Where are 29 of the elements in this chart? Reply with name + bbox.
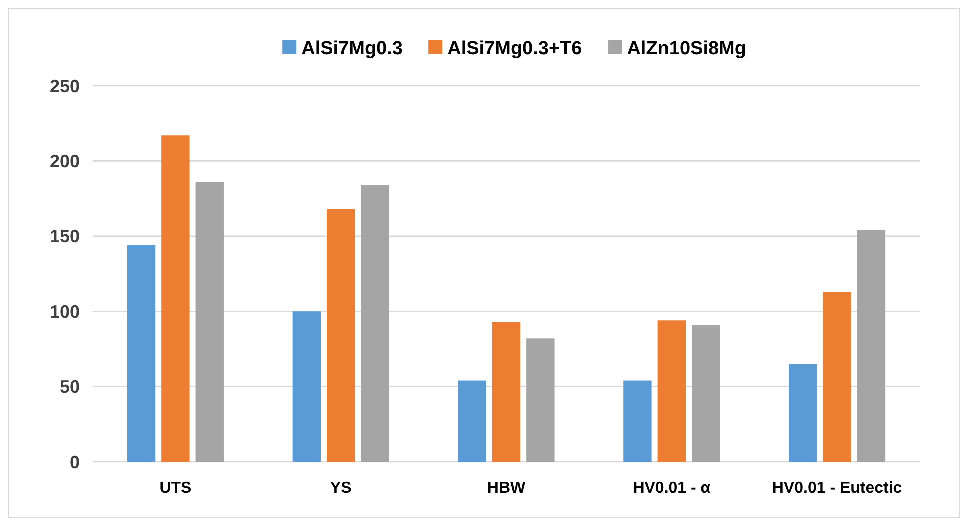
x-tick-label: UTS: [160, 480, 192, 497]
x-tick-label: HV0.01 - Eutectic: [772, 480, 902, 497]
legend-label: AlSi7Mg0.3: [302, 38, 403, 60]
bar: [292, 312, 322, 462]
y-tick-label: 150: [50, 226, 80, 247]
bar: [624, 380, 652, 462]
x-tick-label: YS: [330, 480, 352, 497]
y-tick-label: 0: [70, 452, 80, 472]
bar: [857, 230, 886, 462]
bar: [196, 182, 224, 462]
bar: [526, 338, 555, 462]
y-tick-label: 50: [60, 377, 80, 398]
bar: [823, 292, 852, 462]
bar: [127, 245, 156, 462]
y-tick-label: 100: [50, 302, 80, 322]
x-tick-label: HV0.01 - α: [633, 480, 711, 497]
y-tick-label: 250: [50, 76, 80, 96]
bar: [327, 209, 356, 462]
bar: [492, 322, 521, 462]
bar: [658, 320, 686, 462]
bar: [361, 185, 390, 462]
bar: [458, 380, 486, 462]
legend-label: AlSi7Mg0.3+T6: [448, 38, 582, 60]
bar: [162, 136, 190, 462]
y-tick-label: 200: [50, 152, 80, 172]
bar: [789, 364, 818, 462]
legend-label: AlZn10Si8Mg: [627, 38, 747, 60]
bar: [692, 325, 720, 462]
x-tick-label: HBW: [487, 480, 526, 497]
